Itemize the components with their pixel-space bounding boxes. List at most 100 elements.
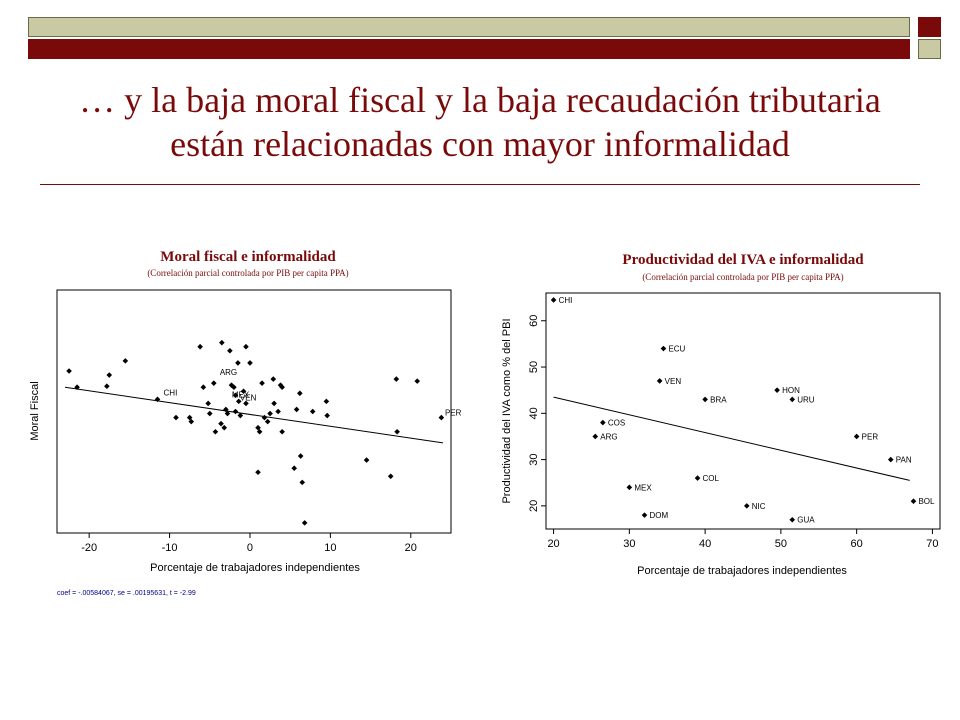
chart1-points [66, 339, 445, 526]
chart-productividad-iva: Productividad del IVA e informalidad (Co… [501, 252, 941, 577]
chart1-point [232, 408, 239, 415]
chart2-point-label: PAN [896, 456, 912, 465]
slide-title-line-2: están relacionadas con mayor informalida… [170, 124, 790, 164]
chart2-point [702, 396, 708, 403]
chart1-point [106, 372, 113, 378]
header-band-corner-olive [918, 39, 941, 59]
chart1-point [291, 465, 298, 471]
chart1-point [255, 424, 261, 431]
chart1-point [224, 410, 231, 417]
chart1-point [205, 400, 211, 407]
chart1-point [206, 410, 213, 417]
chart1-point [223, 406, 229, 413]
chart1-point [279, 384, 285, 390]
slide-title-line-1: … y la baja moral fiscal y la baja recau… [79, 80, 881, 120]
chart1-x-axis-label: Porcentaje de trabajadores independiente… [150, 562, 360, 574]
chart1-point [324, 412, 330, 419]
chart1-point [301, 520, 308, 526]
chart2-x-tick-label: 30 [623, 538, 635, 550]
chart1-point-label: VEN [240, 393, 257, 402]
chart2-point-label: ECU [668, 345, 685, 354]
chart2-point-label: HON [782, 386, 800, 395]
chart1-point [393, 376, 400, 382]
chart1-point-label: MEX [232, 390, 250, 399]
chart2-y-tick-label: 60 [528, 315, 540, 327]
chart2-x-tick-label: 50 [775, 538, 787, 550]
chart1-point [104, 383, 110, 389]
chart2-x-ticks: 20 30 40 50 60 70 [547, 529, 939, 550]
chart1-point [256, 428, 263, 435]
chart1-point [394, 428, 400, 435]
chart1-point [186, 414, 193, 421]
chart1-x-tick-label: 0 [247, 542, 253, 554]
chart1-x-tick-label: -10 [162, 542, 178, 554]
chart2-point-label: GUA [797, 516, 815, 525]
chart1-point [232, 392, 239, 399]
chart2-y-tick-label: 30 [528, 453, 540, 465]
chart1-point [197, 343, 203, 350]
chart2-title: Productividad del IVA e informalidad [622, 252, 864, 268]
chart2-point-label: BOL [918, 497, 935, 506]
chart2-x-axis-label: Porcentaje de trabajadores independiente… [637, 565, 847, 577]
chart2-x-tick-label: 20 [547, 538, 559, 550]
chart2-x-tick-label: 60 [851, 538, 863, 550]
chart2-x-tick-label: 70 [926, 538, 938, 550]
chart1-fit-line-group [64, 386, 444, 444]
chart2-point [550, 297, 557, 303]
chart2-y-axis-label: Productividad del IVA como % del PBI [501, 318, 513, 503]
chart2-point [600, 419, 606, 426]
chart1-point [277, 382, 284, 388]
chart1-point [227, 347, 233, 354]
chart1-point [231, 384, 237, 390]
chart2-point [887, 456, 894, 463]
chart1-point [218, 420, 224, 427]
chart1-x-tick-label: 10 [324, 542, 336, 554]
chart1-point [66, 368, 72, 374]
chart1-point [438, 414, 445, 421]
chart1-subtitle: (Correlación parcial controlada por PIB … [147, 268, 348, 278]
chart2-y-tick-label: 40 [528, 407, 540, 419]
chart1-point-label: PER [445, 409, 462, 418]
chart2-point [641, 512, 648, 518]
chart1-point [255, 469, 261, 476]
chart2-point-label: VEN [665, 377, 682, 386]
chart2-point [592, 433, 599, 440]
chart2-point [694, 475, 701, 481]
chart2-subtitle: (Correlación parcial controlada por PIB … [642, 272, 843, 282]
chart2-point-label: COL [703, 474, 720, 483]
chart2-fit-line-group [553, 396, 910, 481]
title-divider [40, 184, 920, 185]
chart1-footnote: coef = -.00584067, se = .00195631, t = -… [57, 590, 196, 597]
chart2-plot-area [545, 292, 941, 530]
chart2-point-label: NIC [752, 502, 766, 511]
chart1-x-tick-label: -20 [81, 542, 97, 554]
chart2-point [656, 378, 663, 384]
chart2-y-tick-label: 50 [528, 361, 540, 373]
header-band-red [28, 39, 910, 59]
chart1-point [261, 414, 268, 421]
chart2-point [660, 345, 667, 352]
chart1-point [414, 378, 421, 384]
chart1-point [210, 380, 217, 386]
chart2-point [789, 516, 796, 523]
header-band-olive [28, 17, 910, 37]
chart1-point [297, 390, 303, 397]
chart2-x-tick-label: 40 [699, 538, 711, 550]
chart2-fit-line [553, 396, 910, 481]
chart1-point [264, 418, 271, 425]
chart1-x-ticks: -20 -10 0 10 20 [81, 533, 417, 554]
chart1-title: Moral fiscal e informalidad [160, 249, 336, 265]
chart1-point [243, 400, 249, 407]
chart1-point [219, 339, 225, 346]
chart2-point-label: DOM [650, 511, 669, 520]
chart2-point [743, 503, 750, 509]
chart1-point [297, 453, 304, 459]
chart1-point [74, 384, 80, 390]
header-band-corner-red [918, 17, 941, 37]
chart1-point-label: ARG [220, 368, 237, 377]
chart2-point-label: URU [797, 395, 815, 404]
chart1-point [221, 424, 228, 431]
chart1-x-tick-label: 20 [405, 542, 417, 554]
chart1-point [237, 412, 244, 419]
